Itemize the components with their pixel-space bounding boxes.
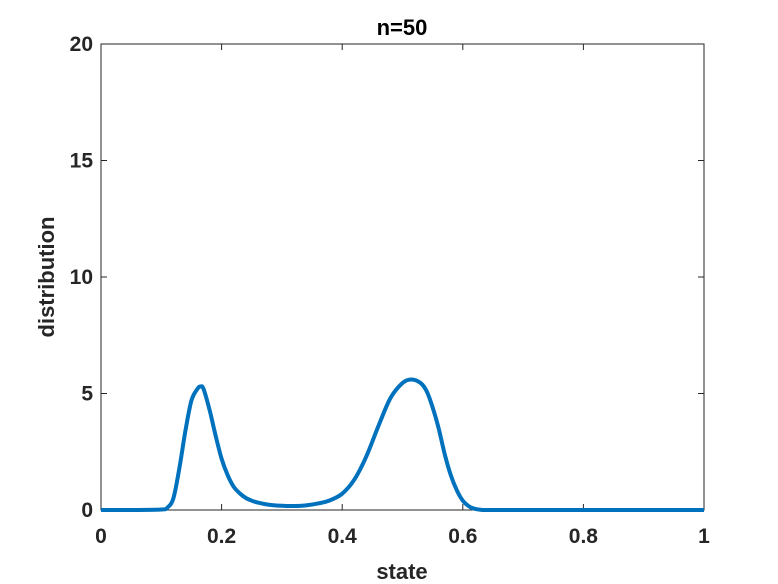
x-tick-label: 0.8 <box>569 525 599 548</box>
y-tick-label: 20 <box>70 33 93 56</box>
chart-title: n=50 <box>377 15 428 40</box>
x-tick-label: 1 <box>698 525 710 548</box>
y-axis-label: distribution <box>34 217 59 338</box>
x-axis-ticks: 0 0.2 0.4 0.6 0.8 1 <box>95 44 710 548</box>
x-tick-label: 0.4 <box>328 525 358 548</box>
y-tick-label: 15 <box>70 150 94 173</box>
series-line <box>101 377 704 512</box>
x-tick-label: 0 <box>95 525 107 548</box>
series-layer <box>101 377 704 512</box>
y-tick-label: 10 <box>70 266 93 289</box>
y-tick-label: 5 <box>81 383 93 406</box>
x-tick-label: 0.6 <box>448 525 477 548</box>
x-axis-label: state <box>376 559 427 584</box>
plot-box <box>100 43 705 511</box>
plot-frame <box>100 43 705 511</box>
x-tick-label: 0.2 <box>207 525 236 548</box>
y-axis-ticks: 0 5 10 15 20 <box>70 33 704 522</box>
y-tick-label: 0 <box>81 499 93 522</box>
